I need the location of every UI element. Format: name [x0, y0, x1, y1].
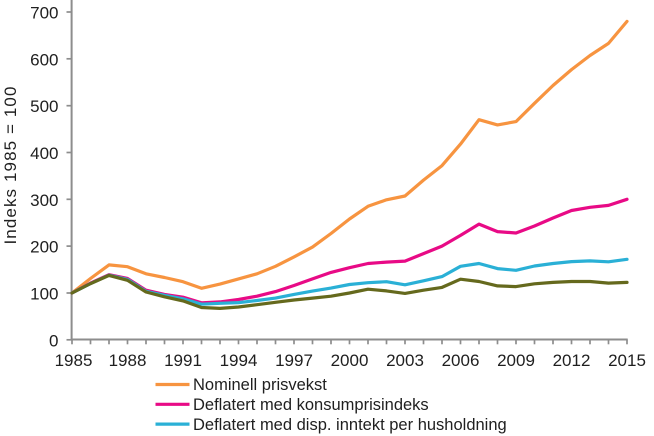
svg-text:1985: 1985 [55, 351, 93, 370]
svg-text:600: 600 [30, 50, 58, 69]
svg-text:1994: 1994 [220, 351, 258, 370]
svg-text:200: 200 [30, 238, 58, 257]
svg-text:2000: 2000 [331, 351, 369, 370]
svg-text:100: 100 [30, 285, 58, 304]
svg-text:1988: 1988 [109, 351, 147, 370]
svg-text:400: 400 [30, 144, 58, 163]
svg-text:Deflatert med disp. inntekt pe: Deflatert med disp. inntekt per husholdn… [193, 416, 507, 434]
svg-text:2009: 2009 [497, 351, 535, 370]
svg-text:1997: 1997 [275, 351, 313, 370]
svg-text:2003: 2003 [386, 351, 424, 370]
svg-text:2015: 2015 [608, 351, 646, 370]
svg-text:300: 300 [30, 191, 58, 210]
svg-text:Indeks 1985 = 100: Indeks 1985 = 100 [1, 85, 20, 244]
svg-text:0: 0 [49, 331, 58, 350]
svg-text:700: 700 [30, 4, 58, 23]
svg-text:500: 500 [30, 97, 58, 116]
svg-text:2012: 2012 [553, 351, 591, 370]
svg-text:Deflatert med konsumprisindeks: Deflatert med konsumprisindeks [193, 396, 429, 414]
svg-text:Nominell prisvekst: Nominell prisvekst [193, 376, 327, 394]
svg-text:2006: 2006 [442, 351, 480, 370]
svg-text:1991: 1991 [164, 351, 202, 370]
